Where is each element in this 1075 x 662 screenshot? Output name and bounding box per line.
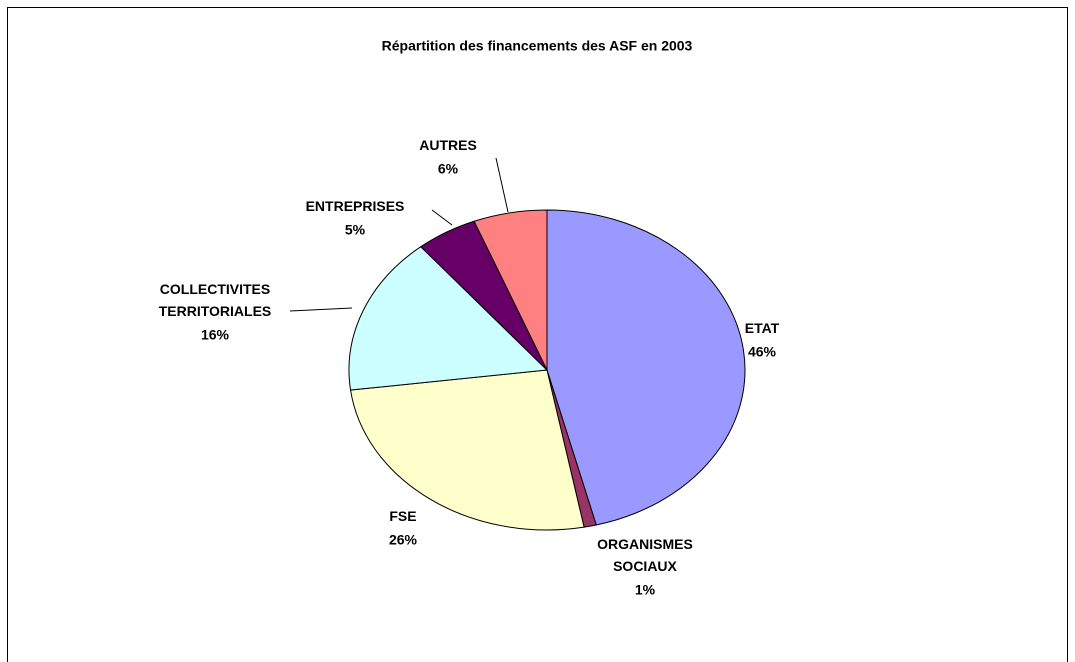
value-label: 16%: [201, 327, 230, 343]
slice-label: AUTRES: [419, 137, 477, 153]
label-line: AUTRES: [419, 137, 477, 153]
pie-slice: [349, 369, 585, 531]
slice-label: FSE: [389, 508, 416, 524]
slice-label: COLLECTIVITES TERRITORIALES: [159, 281, 272, 319]
value-label: 6%: [438, 161, 459, 177]
label-line: ETAT: [745, 320, 780, 336]
label-line: ORGANISMES: [597, 536, 693, 552]
label-line: ENTREPRISES: [306, 198, 405, 214]
value-label: 46%: [748, 344, 777, 360]
value-label: 26%: [389, 532, 418, 548]
leader-line: [289, 307, 353, 312]
slice-label: ENTREPRISES: [306, 198, 405, 214]
pie-slice: [348, 246, 549, 391]
value-label: 1%: [635, 582, 656, 598]
pie-slice: [473, 209, 548, 371]
value-label: 5%: [345, 222, 366, 238]
slice-label: ORGANISMES SOCIAUX: [597, 536, 693, 574]
leader-line: [495, 157, 509, 213]
pie-slice: [546, 209, 746, 526]
label-line: FSE: [389, 508, 416, 524]
slice-label: ETAT: [745, 320, 780, 336]
label-line: COLLECTIVITES: [160, 281, 270, 297]
chart-title: Répartition des financements des ASF en …: [382, 38, 693, 54]
label-line: SOCIAUX: [613, 558, 677, 574]
leader-line: [431, 209, 453, 226]
label-line: TERRITORIALES: [159, 303, 272, 319]
